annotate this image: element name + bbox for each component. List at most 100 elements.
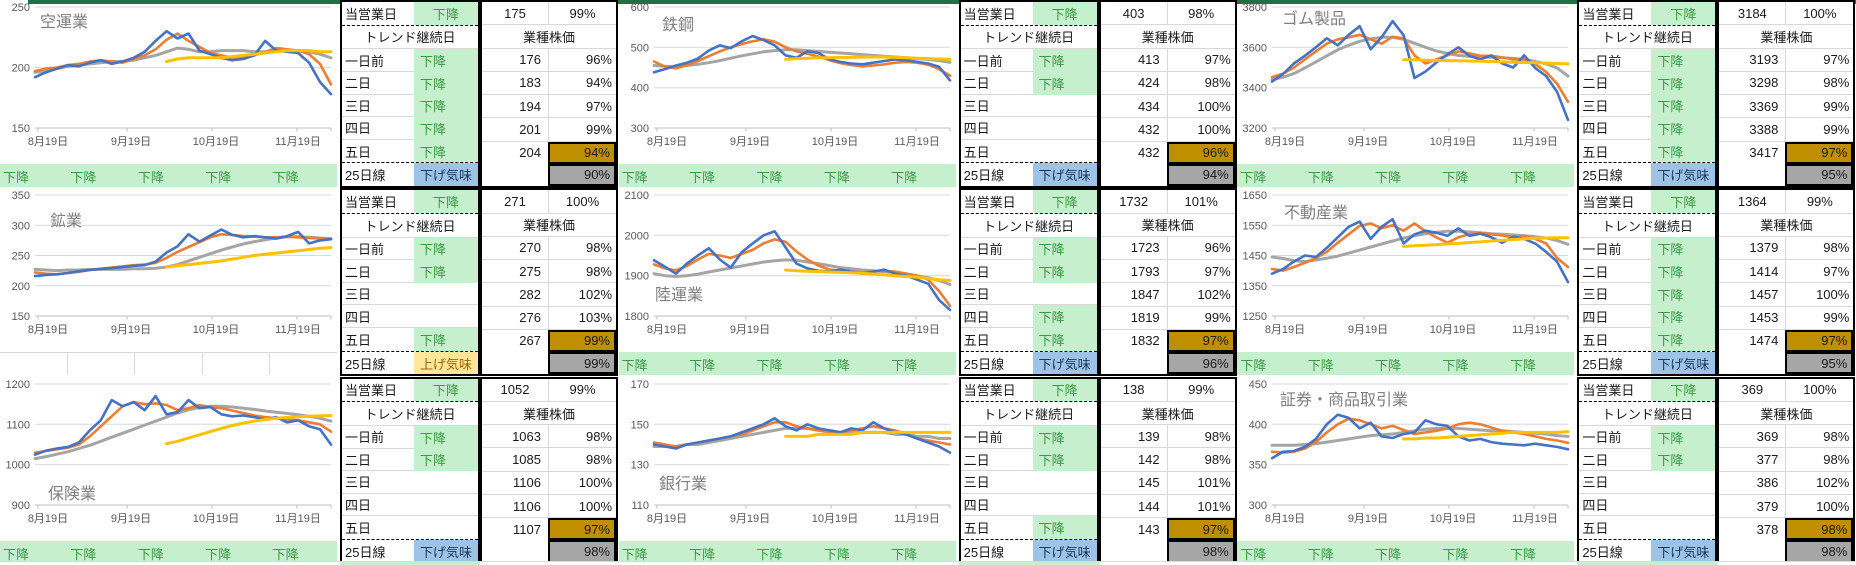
trend-strip-cell[interactable]: 下降 [1307, 170, 1334, 185]
price-ratio-cell[interactable]: 97% [1166, 260, 1235, 283]
trend-strip-cell[interactable]: 下降 [1240, 358, 1267, 374]
day-label-cell[interactable]: 三日 [1579, 95, 1652, 118]
trend-strip-cell[interactable]: 下降 [272, 546, 299, 562]
current-ratio-cell[interactable]: 100% [548, 190, 616, 213]
ma-status-cell[interactable]: 下げ気味 [1032, 351, 1097, 375]
trend-days-header-cell[interactable]: トレンド継続日 [364, 30, 456, 46]
day-label-cell[interactable]: 四日 [342, 494, 414, 517]
price-ratio-cell[interactable]: 97% [548, 95, 616, 118]
ma-label-cell[interactable]: 25日線 [345, 544, 386, 560]
trend-strip-cell[interactable]: 下降 [3, 546, 30, 562]
price-ratio-cell[interactable]: 98% [1785, 236, 1853, 260]
trend-days-header-cell[interactable]: トレンド継続日 [983, 30, 1075, 46]
trend-strip-cell[interactable]: 下降 [823, 170, 850, 185]
trend-strip-cell[interactable]: 下降 [70, 170, 97, 185]
current-day-label-cell[interactable]: 当営業日 [345, 195, 398, 211]
price-ratio-cell[interactable]: 97% [548, 518, 616, 541]
ma-status-cell[interactable]: 下げ気味 [1651, 163, 1716, 186]
price-ratio-cell[interactable]: 97% [1166, 329, 1235, 353]
trend-status-cell[interactable]: 下降 [1032, 237, 1097, 261]
current-day-label-cell[interactable]: 当営業日 [963, 195, 1016, 211]
current-day-label-cell[interactable]: 当営業日 [345, 6, 398, 22]
price-value-cell[interactable]: 379 [1756, 498, 1779, 514]
current-price-cell[interactable]: 1364 [1737, 193, 1767, 209]
day-label-cell[interactable]: 四日 [960, 305, 1033, 329]
price-value-cell[interactable]: 139 [1137, 428, 1160, 444]
trend-days-header-cell[interactable]: トレンド継続日 [1601, 218, 1693, 234]
ma-status-cell[interactable]: 上げ気味 [414, 351, 478, 375]
trend-status-cell[interactable]: 下降 [1651, 425, 1716, 449]
current-trend-status-cell[interactable]: 下降 [1032, 190, 1097, 213]
current-ratio-cell[interactable]: 100% [1785, 2, 1853, 25]
day-label-cell[interactable]: 三日 [342, 283, 414, 306]
ma-empty-cell[interactable] [1101, 164, 1167, 186]
trend-strip-cell[interactable]: 下降 [3, 170, 30, 185]
trend-strip-cell[interactable]: 下降 [205, 546, 232, 562]
ma-label-cell[interactable]: 25日線 [1582, 356, 1623, 372]
day-label-cell[interactable]: 四日 [342, 305, 414, 329]
current-day-label-cell[interactable]: 当営業日 [1582, 383, 1635, 399]
current-price-cell[interactable]: 403 [1122, 5, 1145, 21]
trend-status-cell[interactable] [1032, 95, 1097, 118]
trend-status-cell[interactable] [1032, 117, 1097, 140]
trend-status-cell[interactable]: 下降 [414, 425, 478, 449]
trend-strip-cell[interactable]: 下降 [756, 358, 783, 374]
price-ratio-cell[interactable]: 102% [548, 283, 616, 306]
trend-strip-cell[interactable]: 下降 [1240, 170, 1267, 185]
current-price-cell[interactable]: 3184 [1737, 5, 1767, 21]
day-label-cell[interactable]: 三日 [960, 95, 1033, 118]
trend-days-header-cell[interactable]: トレンド継続日 [1601, 30, 1693, 46]
ma-ratio-cell[interactable]: 90% [548, 163, 616, 186]
trend-strip-cell[interactable]: 下降 [1442, 546, 1469, 562]
trend-strip-cell[interactable] [135, 353, 203, 376]
price-value-cell[interactable]: 1085 [512, 452, 541, 468]
trend-status-cell[interactable] [1651, 516, 1715, 539]
trend-status-cell[interactable]: 下降 [1651, 117, 1716, 140]
trend-strip-cell[interactable]: 下降 [756, 546, 783, 562]
trend-strip-cell[interactable]: 下降 [137, 170, 164, 185]
current-price-cell[interactable]: 1052 [500, 382, 530, 398]
current-trend-status-cell[interactable]: 下降 [414, 190, 478, 213]
price-value-cell[interactable]: 194 [519, 98, 541, 114]
price-value-cell[interactable]: 143 [1137, 521, 1160, 537]
day-label-cell[interactable]: 五日 [345, 144, 372, 160]
day-label-cell[interactable]: 四日 [1579, 117, 1652, 140]
trend-strip-cell[interactable]: 下降 [621, 358, 648, 374]
price-ratio-cell[interactable]: 98% [1166, 425, 1235, 448]
price-header-cell[interactable]: 業種株価 [522, 218, 575, 234]
current-ratio-cell[interactable]: 99% [548, 378, 616, 401]
ma-ratio-cell[interactable]: 98% [548, 540, 616, 563]
price-ratio-cell[interactable]: 98% [548, 425, 616, 448]
price-value-cell[interactable]: 1847 [1130, 286, 1160, 302]
price-value-cell[interactable]: 1106 [513, 498, 541, 514]
price-value-cell[interactable]: 1414 [1749, 263, 1779, 279]
trend-status-cell[interactable]: 下降 [1032, 71, 1097, 95]
ma-ratio-cell[interactable]: 95% [1785, 352, 1854, 375]
day-label-cell[interactable]: 五日 [963, 332, 990, 348]
trend-days-header-cell[interactable]: トレンド継続日 [983, 218, 1075, 234]
price-value-cell[interactable]: 144 [1137, 498, 1160, 514]
price-value-cell[interactable]: 1379 [1749, 240, 1779, 256]
day-label-cell[interactable]: 四日 [1579, 305, 1652, 329]
day-label-cell[interactable]: 三日 [342, 471, 414, 494]
price-value-cell[interactable]: 201 [519, 121, 541, 137]
trend-status-cell[interactable]: 下降 [1651, 237, 1716, 261]
ma-ratio-cell[interactable]: 96% [1166, 352, 1235, 375]
price-value-cell[interactable]: 3193 [1749, 52, 1779, 68]
trend-status-cell[interactable] [1651, 494, 1716, 517]
trend-status-cell[interactable]: 下降 [414, 448, 478, 472]
trend-strip-cell[interactable] [270, 353, 337, 375]
trend-strip-cell[interactable]: 下降 [1442, 170, 1469, 185]
price-value-cell[interactable]: 1063 [512, 428, 541, 444]
price-ratio-cell[interactable]: 102% [1166, 283, 1235, 306]
current-ratio-cell[interactable]: 99% [1785, 190, 1853, 213]
price-ratio-cell[interactable]: 99% [1785, 95, 1853, 118]
trend-strip-cell[interactable] [203, 353, 271, 376]
trend-days-header-cell[interactable]: トレンド継続日 [364, 218, 456, 234]
trend-strip-cell[interactable]: 下降 [1509, 170, 1536, 185]
price-ratio-cell[interactable]: 98% [548, 448, 616, 471]
day-label-cell[interactable]: 二日 [342, 72, 414, 95]
day-label-cell[interactable]: 二日 [960, 260, 1033, 283]
